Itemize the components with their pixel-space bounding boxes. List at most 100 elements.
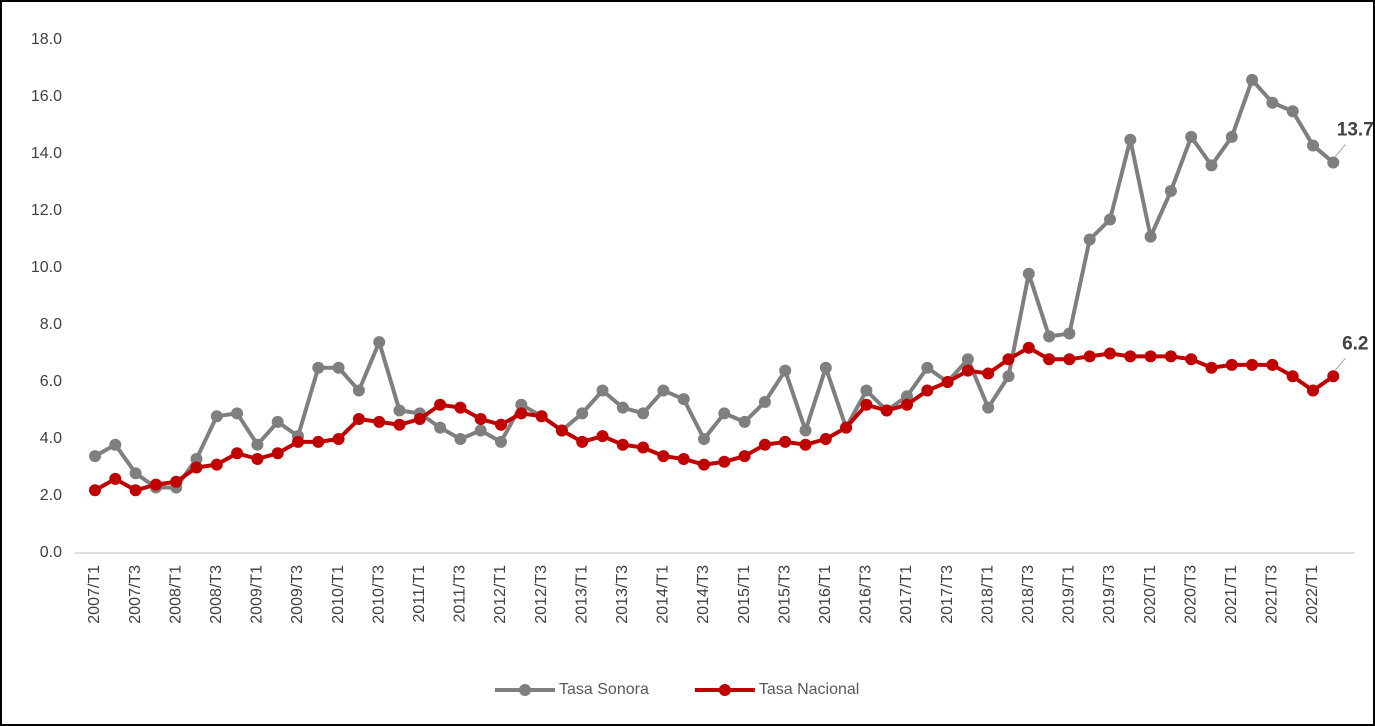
point-marker (129, 467, 142, 480)
point-marker (880, 404, 893, 417)
point-marker (251, 452, 264, 465)
x-tick-label: 2019/T3 (1101, 565, 1118, 624)
point-marker (231, 407, 244, 420)
point-marker (413, 413, 426, 426)
point-marker (1246, 73, 1259, 86)
point-marker (819, 361, 832, 374)
point-marker (901, 390, 913, 403)
legend-label: Tasa Sonora (559, 681, 649, 698)
point-marker (434, 421, 447, 434)
x-tick-label: 2014/T1 (655, 565, 672, 624)
point-marker (677, 452, 690, 465)
x-tick-label: 2010/T3 (370, 565, 387, 624)
x-tick-label: 2012/T3 (533, 565, 550, 624)
point-marker (779, 435, 792, 448)
point-marker (982, 367, 995, 380)
point-marker (1063, 353, 1076, 366)
point-marker (1266, 96, 1279, 109)
point-marker (555, 424, 568, 437)
data-label: 13.7 (1337, 120, 1374, 141)
point-marker (495, 418, 507, 431)
point-marker (901, 398, 913, 411)
point-marker (1327, 156, 1340, 169)
point-marker (1225, 358, 1238, 371)
point-marker (1022, 341, 1035, 354)
x-tick-label: 2017/T3 (939, 565, 956, 624)
x-tick-label: 2018/T3 (1020, 565, 1037, 624)
point-marker (718, 455, 731, 468)
legend-marker (718, 684, 731, 696)
x-tick-label: 2011/T3 (452, 565, 469, 623)
x-tick-label: 2015/T1 (736, 565, 753, 624)
point-marker (779, 364, 792, 377)
point-marker (190, 461, 203, 474)
x-tick-label: 2017/T1 (898, 565, 915, 624)
y-tick-label: 12.0 (31, 202, 62, 219)
point-marker (982, 401, 995, 414)
point-marker (738, 415, 751, 428)
point-marker (352, 413, 365, 426)
point-marker (109, 438, 122, 451)
point-marker (1144, 350, 1157, 363)
point-marker (1124, 133, 1137, 146)
point-marker (799, 438, 812, 451)
x-tick-label: 2021/T3 (1264, 565, 1281, 624)
point-marker (312, 361, 325, 374)
point-marker (1104, 213, 1116, 226)
point-marker (352, 384, 365, 397)
point-marker (251, 438, 264, 451)
label-leader (1334, 144, 1346, 157)
point-marker (1022, 267, 1035, 280)
y-tick-label: 4.0 (40, 430, 62, 447)
point-marker (657, 450, 670, 463)
point-marker (819, 433, 832, 445)
point-marker (312, 435, 325, 448)
point-marker (698, 433, 710, 445)
point-marker (860, 398, 873, 411)
point-marker (129, 484, 142, 497)
point-marker (1327, 370, 1340, 383)
y-tick-label: 8.0 (40, 316, 62, 333)
x-tick-label: 2020/T1 (1142, 565, 1159, 624)
x-tick-label: 2010/T1 (330, 565, 347, 624)
point-marker (495, 435, 507, 448)
point-marker (616, 438, 629, 451)
point-marker (1083, 350, 1096, 363)
point-marker (1185, 353, 1198, 366)
x-tick-label: 2013/T1 (573, 565, 590, 624)
point-marker (1043, 330, 1056, 343)
point-marker (1286, 105, 1299, 118)
x-tick-label: 2008/T3 (208, 565, 225, 624)
x-tick-label: 2013/T3 (614, 565, 631, 624)
point-marker (799, 424, 812, 437)
x-tick-label: 2011/T1 (411, 565, 428, 623)
y-tick-label: 18.0 (31, 31, 62, 48)
x-tick-label: 2014/T3 (695, 565, 712, 624)
point-marker (718, 407, 731, 420)
x-tick-label: 2021/T1 (1223, 565, 1240, 624)
x-tick-label: 2018/T1 (979, 565, 996, 624)
point-marker (149, 478, 162, 491)
point-marker (576, 435, 589, 448)
point-marker (170, 475, 183, 488)
point-marker (860, 384, 873, 397)
y-tick-label: 6.0 (40, 373, 62, 390)
point-marker (454, 401, 467, 414)
point-marker (292, 435, 304, 448)
point-marker (332, 433, 345, 445)
x-tick-label: 2020/T3 (1182, 565, 1199, 624)
point-marker (109, 472, 122, 485)
point-marker (1225, 130, 1238, 143)
x-tick-label: 2016/T3 (858, 565, 875, 624)
point-marker (616, 401, 629, 414)
point-marker (1286, 370, 1299, 383)
point-marker (1104, 347, 1116, 360)
point-marker (474, 413, 487, 426)
label-leader (1334, 357, 1346, 371)
data-label: 6.2 (1342, 333, 1368, 354)
point-marker (1205, 361, 1218, 374)
series-line (94, 77, 1335, 490)
point-marker (758, 438, 771, 451)
point-marker (231, 447, 244, 460)
point-marker (1164, 350, 1177, 363)
